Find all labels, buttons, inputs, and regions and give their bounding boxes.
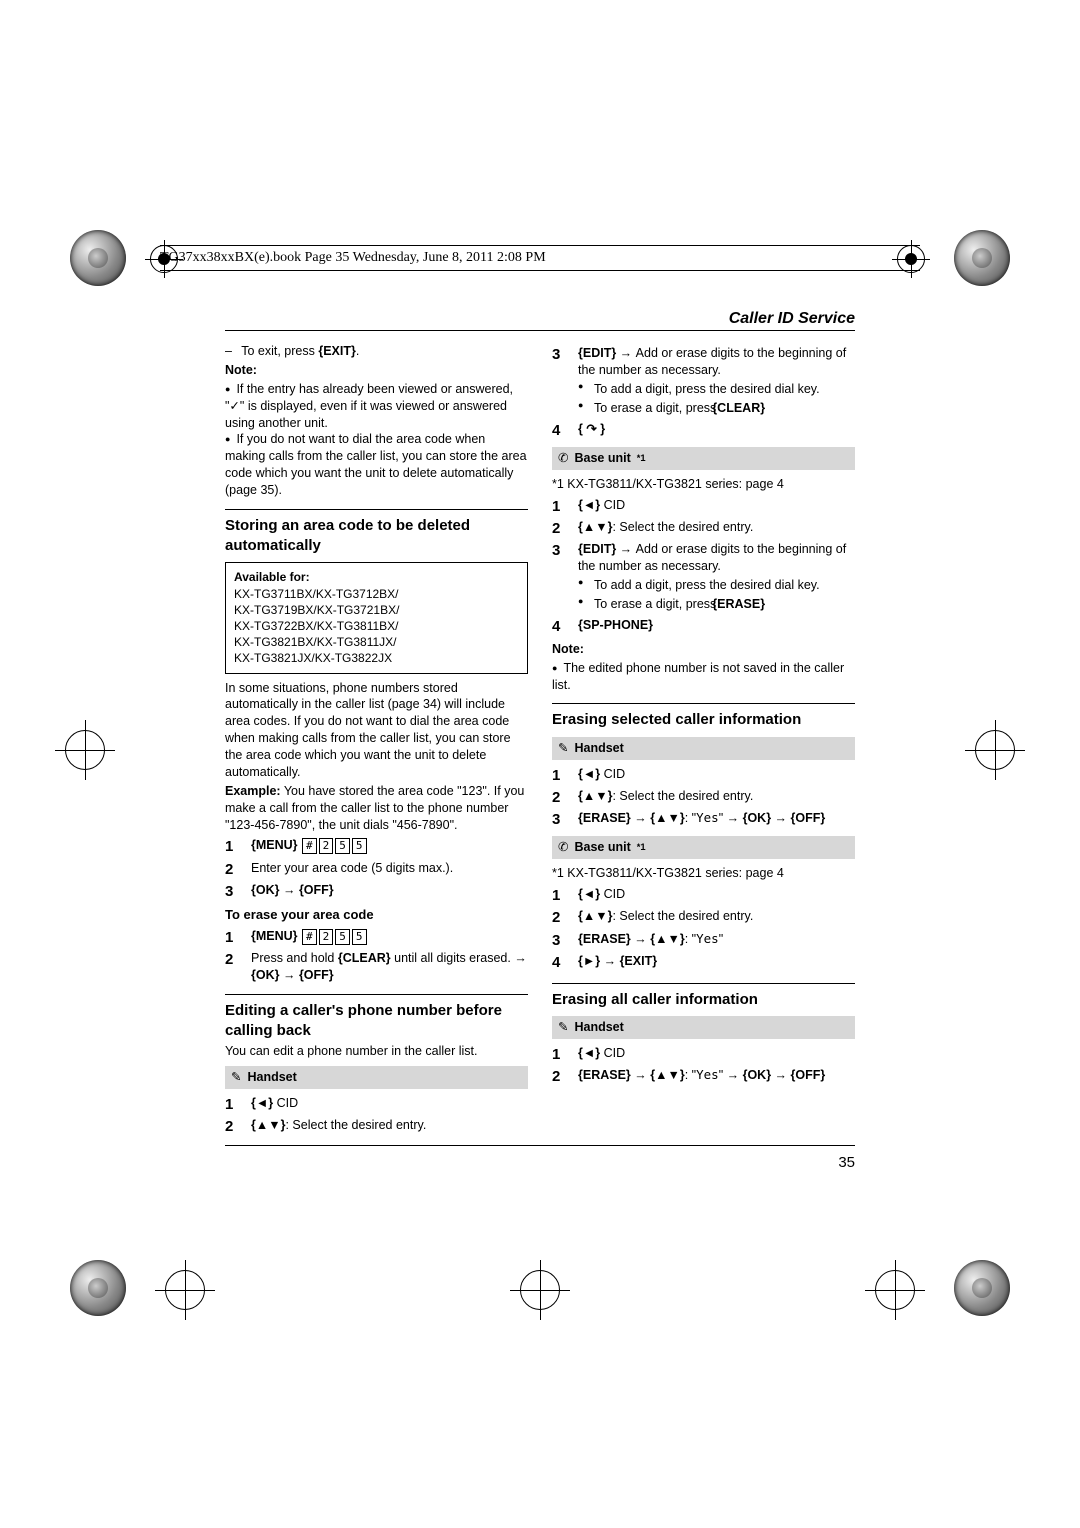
step: {MENU} #255 (251, 928, 528, 948)
base-unit-bar: Base unit*1 (552, 447, 855, 470)
cross-target (965, 720, 1025, 780)
available-box: Available for: KX-TG3711BX/KX-TG3712BX/ … (225, 562, 528, 673)
section-title: Storing an area code to be deleted autom… (225, 516, 528, 557)
step: {▲▼}: Select the desired entry. (578, 788, 855, 808)
base-unit-bar: Base unit*1 (552, 836, 855, 859)
base-icon (558, 839, 568, 856)
handset-bar: Handset (552, 737, 855, 760)
section-title: Editing a caller's phone number before c… (225, 1001, 528, 1042)
cross-target (155, 1260, 215, 1320)
series-note: *1 KX-TG3811/KX-TG3821 series: page 4 (552, 476, 855, 493)
step: {ERASE} → {▲▼}: "Yes" → {OK} → {OFF} (578, 810, 855, 830)
step: {MENU} #255 (251, 837, 528, 857)
handset-icon (558, 1019, 568, 1036)
decor-screw (954, 1260, 1010, 1316)
exit-line: To exit, press {EXIT}. (225, 343, 528, 360)
cross-target (55, 720, 115, 780)
step: {EDIT} → Add or erase digits to the begi… (578, 345, 855, 419)
decor-screw (70, 230, 126, 286)
note-label: Note: (552, 641, 855, 658)
step: Enter your area code (5 digits max.). (251, 860, 528, 880)
base-icon (558, 450, 568, 467)
decor-screw (70, 1260, 126, 1316)
right-column: 3 {EDIT} → Add or erase digits to the be… (552, 341, 855, 1141)
handset-bar: Handset (225, 1066, 528, 1089)
step: {ERASE} → {▲▼}: "Yes" → {OK} → {OFF} (578, 1067, 855, 1087)
step: {◄} CID (251, 1095, 528, 1115)
step: { ↷ } (578, 421, 855, 441)
handset-bar: Handset (552, 1016, 855, 1039)
storing-intro: In some situations, phone numbers stored… (225, 680, 528, 781)
step: {OK} → {OFF} (251, 882, 528, 902)
subsection-title: To erase your area code (225, 906, 528, 924)
series-note: *1 KX-TG3811/KX-TG3821 series: page 4 (552, 865, 855, 882)
step: {◄} CID (578, 766, 855, 786)
book-header-text: TG37xx38xxBX(e).book Page 35 Wednesday, … (160, 250, 920, 266)
step: {SP-PHONE} (578, 617, 855, 637)
note-item: If the entry has already been viewed or … (225, 381, 528, 432)
section-title: Erasing all caller information (552, 990, 855, 1010)
step: {EDIT} → Add or erase digits to the begi… (578, 541, 855, 615)
step: {►} → {EXIT} (578, 953, 855, 973)
page-number: 35 (225, 1154, 855, 1171)
running-head: Caller ID Service (225, 310, 855, 331)
step: {◄} CID (578, 886, 855, 906)
decor-screw (954, 230, 1010, 286)
book-header: TG37xx38xxBX(e).book Page 35 Wednesday, … (160, 245, 920, 271)
section-title: Erasing selected caller information (552, 710, 855, 730)
page-body: Caller ID Service To exit, press {EXIT}.… (225, 310, 855, 1171)
step: {▲▼}: Select the desired entry. (578, 519, 855, 539)
handset-icon (558, 740, 568, 757)
note-item: If you do not want to dial the area code… (225, 431, 528, 499)
handset-icon (231, 1069, 241, 1086)
step: Press and hold {CLEAR} until all digits … (251, 950, 528, 984)
note-item: The edited phone number is not saved in … (552, 660, 855, 694)
storing-example: Example: You have stored the area code "… (225, 783, 528, 834)
step: {◄} CID (578, 1045, 855, 1065)
step: {▲▼}: Select the desired entry. (251, 1117, 528, 1137)
cross-target (510, 1260, 570, 1320)
note-label: Note: (225, 362, 528, 379)
cross-target (865, 1260, 925, 1320)
step: {◄} CID (578, 497, 855, 517)
editing-intro: You can edit a phone number in the calle… (225, 1043, 528, 1060)
left-column: To exit, press {EXIT}. Note: If the entr… (225, 341, 528, 1141)
step: {ERASE} → {▲▼}: "Yes" (578, 931, 855, 951)
step: {▲▼}: Select the desired entry. (578, 908, 855, 928)
